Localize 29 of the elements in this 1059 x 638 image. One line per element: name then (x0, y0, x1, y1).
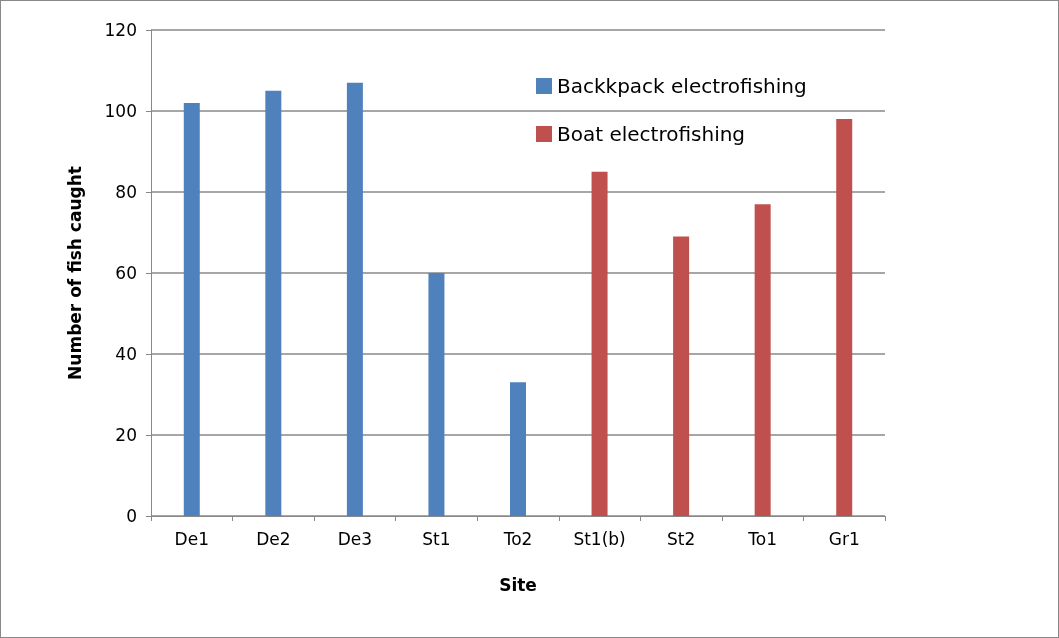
bar (265, 90, 282, 516)
bar (591, 171, 608, 516)
x-tick-label: Gr1 (828, 528, 860, 549)
x-tick-label: De2 (256, 528, 291, 549)
legend-label: Backkpack electrofishing (557, 74, 807, 98)
bar (428, 273, 445, 516)
x-axis-title: Site (499, 574, 537, 595)
y-tick-label: 80 (115, 182, 137, 202)
y-tick-label: 60 (115, 263, 137, 283)
bar (346, 82, 363, 516)
y-axis-title: Number of fish caught (64, 166, 85, 380)
bar (836, 119, 853, 516)
bar (183, 102, 200, 516)
x-tick-label: St2 (666, 528, 696, 549)
y-tick-label: 20 (115, 425, 137, 445)
x-tick-label: St1 (422, 528, 451, 549)
x-tick-label: De3 (337, 528, 373, 549)
x-tick-label: To2 (502, 528, 533, 549)
x-tick-label: St1(b) (573, 528, 626, 549)
y-tick-label: 40 (115, 344, 137, 364)
y-tick-label: 0 (126, 506, 137, 526)
x-tick-label: De1 (174, 528, 209, 549)
bar (754, 204, 771, 516)
x-tick-label: To1 (747, 528, 778, 549)
y-tick-label: 120 (104, 20, 137, 40)
y-tick-label: 100 (104, 101, 137, 121)
legend-label: Boat electrofishing (557, 122, 746, 146)
bar (673, 236, 690, 516)
bar (510, 382, 526, 516)
